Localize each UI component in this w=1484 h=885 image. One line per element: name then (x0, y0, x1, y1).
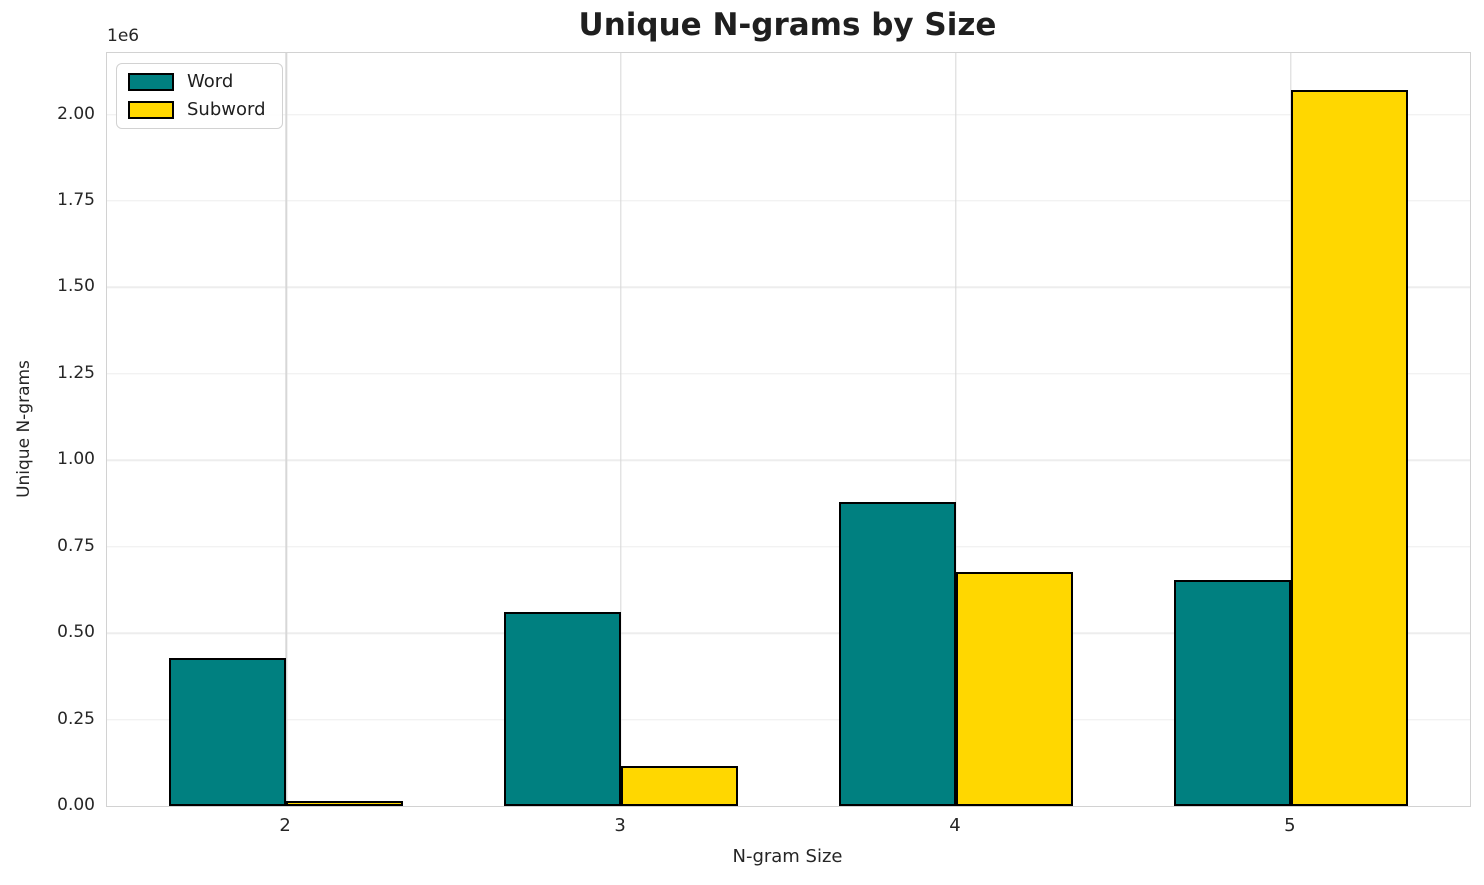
vertical-gridline (955, 53, 957, 806)
horizontal-gridline (107, 373, 1470, 375)
bar-word-ngram-4 (838, 502, 956, 806)
legend-item-subword: Subword (128, 101, 266, 119)
bar-subword-ngram-3 (621, 766, 739, 806)
legend-label: Word (187, 71, 234, 92)
y-tick-label: 1.00 (57, 449, 95, 470)
horizontal-gridline (107, 718, 1470, 721)
y-tick-label: 0.75 (57, 535, 95, 556)
horizontal-gridline (107, 632, 1470, 634)
x-tick-label: 3 (614, 815, 626, 836)
y-tick-label: 0.25 (57, 708, 95, 729)
legend: Word Subword (116, 63, 283, 129)
chart-title: Unique N-grams by Size (578, 7, 997, 43)
legend-swatch-icon (128, 101, 174, 119)
bar-word-ngram-2 (168, 658, 287, 806)
bar-subword-ngram-5 (1290, 90, 1409, 806)
horizontal-gridline (107, 459, 1470, 461)
legend-item-word: Word (128, 73, 266, 91)
y-axis-offset-label: 1e6 (107, 26, 140, 46)
y-tick-label: 0.00 (57, 795, 95, 815)
y-tick-label: 1.50 (57, 276, 95, 297)
y-tick-label: 1.75 (57, 189, 95, 210)
y-tick-label: 2.00 (57, 103, 95, 124)
legend-label: Subword (187, 99, 266, 120)
bar-subword-ngram-4 (955, 571, 1074, 806)
bar-word-ngram-5 (1173, 579, 1291, 806)
x-tick-label: 4 (949, 815, 961, 836)
x-tick-label: 5 (1284, 815, 1296, 836)
y-tick-label: 0.50 (57, 622, 95, 643)
bar-subword-ngram-2 (286, 801, 404, 806)
horizontal-gridline (107, 200, 1470, 202)
horizontal-gridline (107, 545, 1470, 548)
plot-area: Word Subword (106, 52, 1471, 807)
bar-word-ngram-3 (503, 612, 622, 806)
x-tick-label: 2 (279, 815, 291, 836)
horizontal-gridline (107, 286, 1470, 289)
legend-swatch-icon (128, 73, 174, 91)
y-tick-label: 1.25 (57, 362, 95, 383)
vertical-gridline (285, 53, 287, 806)
x-axis-label: N-gram Size (732, 846, 843, 867)
vertical-gridline (620, 53, 622, 806)
horizontal-gridline (107, 113, 1470, 116)
